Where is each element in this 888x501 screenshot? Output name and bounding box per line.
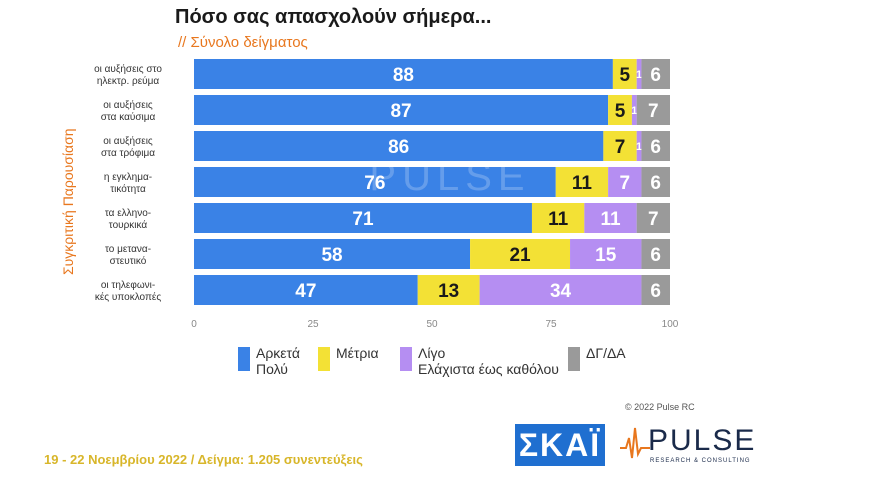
- bar-segment: [417, 275, 480, 305]
- category-label: οι αυξήσεις στο ηλεκτρ. ρεύμα: [94, 63, 162, 87]
- data-label: 1: [636, 69, 642, 81]
- bar-segment: [531, 203, 585, 233]
- x-tick-label: 50: [426, 319, 438, 330]
- data-label: 47: [295, 281, 316, 302]
- data-label: 6: [650, 137, 661, 158]
- x-tick-label: 75: [545, 319, 557, 330]
- bar-segment: [641, 275, 670, 305]
- copyright-text: © 2022 Pulse RC: [625, 402, 695, 412]
- bar-segment: [603, 131, 637, 161]
- pulse-wave-icon: [620, 427, 650, 459]
- bar-segment: [612, 59, 637, 89]
- bar-segment: [194, 203, 532, 233]
- data-label: 13: [438, 281, 459, 302]
- data-label: 1: [631, 105, 637, 117]
- data-label: 6: [650, 173, 661, 194]
- chart-title: Πόσο σας απασχολούν σήμερα...: [175, 6, 492, 28]
- bar-segment: [584, 203, 637, 233]
- data-label: 76: [364, 173, 385, 194]
- pulse-logo-name: PULSE: [648, 424, 757, 457]
- data-label: 5: [619, 65, 630, 86]
- footer-text: 19 - 22 Νοεμβρίου 2022 / Δείγμα: 1.205 σ…: [44, 452, 363, 467]
- category-label: οι αυξήσεις στα τρόφιμα: [101, 135, 155, 159]
- bar-segment: [194, 275, 418, 305]
- legend-label: ΔΓ/ΔΑ: [586, 345, 626, 361]
- data-label: 7: [619, 173, 630, 194]
- data-label: 15: [595, 245, 617, 266]
- data-label: 86: [388, 137, 409, 158]
- bar-segment: [631, 95, 637, 125]
- data-label: 7: [615, 137, 626, 158]
- legend-item: ΔΓ/ΔΑ: [568, 345, 626, 371]
- bar-segment: [194, 95, 609, 125]
- data-label: 11: [548, 209, 569, 230]
- bar-segment: [470, 239, 571, 269]
- data-label: 1: [636, 141, 642, 153]
- category-label: η εγκλημα-τικότητα: [104, 172, 152, 195]
- data-label: 5: [615, 101, 626, 122]
- bar-segment: [555, 167, 609, 197]
- category-label: τα ελληνο-τουρκικά: [105, 208, 151, 231]
- skai-logo: ΣΚΑΪ: [515, 424, 605, 466]
- data-label: 6: [650, 65, 661, 86]
- chart-subtitle: // Σύνολο δείγματος: [178, 34, 308, 51]
- data-label: 11: [572, 173, 593, 194]
- bar-segment: [194, 167, 556, 197]
- bar-segment: [641, 239, 670, 269]
- bar-segment: [636, 59, 642, 89]
- pulse-logo-subtitle: RESEARCH & CONSULTING: [650, 458, 751, 464]
- data-label: 11: [600, 209, 621, 230]
- data-label: 21: [509, 245, 531, 266]
- bar-segment: [608, 95, 632, 125]
- legend-swatch: [318, 347, 330, 371]
- legend-swatch: [238, 347, 250, 371]
- bar-segment: [194, 239, 471, 269]
- bar-segment: [194, 59, 613, 89]
- data-label: 34: [550, 281, 572, 302]
- data-label: 7: [648, 101, 659, 122]
- bar-segment: [641, 131, 670, 161]
- data-label: 87: [390, 101, 411, 122]
- bar-segment: [636, 95, 670, 125]
- bar-segment: [479, 275, 642, 305]
- stacked-bar-chart: οι αυξήσεις στο ηλεκτρ. ρεύμα 88 5 1 6οι αυξή…: [94, 59, 679, 330]
- data-label: 6: [650, 281, 661, 302]
- category-label: το μετανα-στευτικό: [105, 244, 151, 267]
- bar-segment: [636, 203, 670, 233]
- legend-label: Αρκετά Πολύ: [256, 345, 300, 377]
- legend-item: Λίγο Ελάχιστα έως καθόλου: [400, 345, 559, 377]
- legend-swatch: [568, 347, 580, 371]
- bar-segment: [636, 131, 642, 161]
- bar-segment: [641, 59, 670, 89]
- watermark-text: PULSE: [369, 155, 530, 199]
- category-label: οι τηλεφωνι-κές υποκλοπές: [95, 280, 161, 303]
- data-label: 71: [352, 209, 374, 230]
- category-label: οι αυξήσεις στα καύσιμα: [101, 99, 156, 123]
- bar-segment: [570, 239, 642, 269]
- data-label: 58: [321, 245, 342, 266]
- x-tick-label: 100: [662, 319, 679, 330]
- bar-segment: [608, 167, 642, 197]
- bar-segment: [194, 131, 604, 161]
- data-label: 6: [650, 245, 661, 266]
- legend-label: Μέτρια: [336, 345, 379, 361]
- data-label: 88: [393, 65, 414, 86]
- legend-item: Αρκετά Πολύ: [238, 345, 300, 377]
- data-label: 7: [648, 209, 659, 230]
- legend-swatch: [400, 347, 412, 371]
- legend-label: Λίγο Ελάχιστα έως καθόλου: [418, 345, 559, 377]
- x-tick-label: 0: [191, 319, 197, 330]
- bar-segment: [641, 167, 670, 197]
- legend-item: Μέτρια: [318, 345, 379, 371]
- x-tick-label: 25: [307, 319, 319, 330]
